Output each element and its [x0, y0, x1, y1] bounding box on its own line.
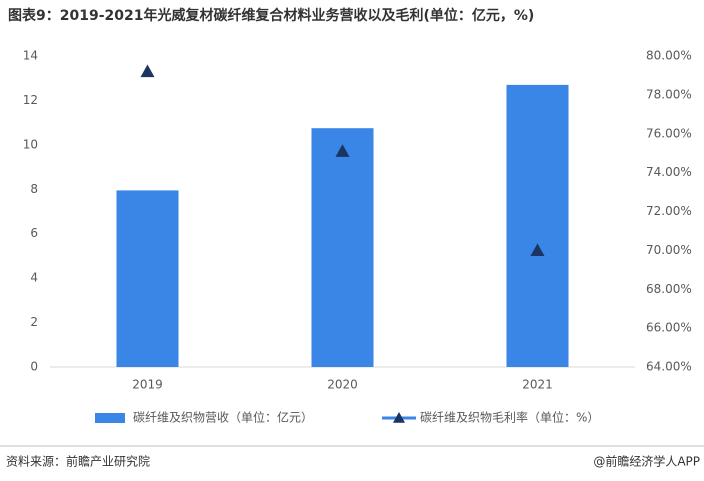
- y2-tick-label: 72.00%: [646, 204, 692, 218]
- y-tick-label: 14: [23, 49, 38, 63]
- credit: @前瞻经济学人APP: [593, 454, 700, 469]
- legend-swatch: [95, 413, 125, 423]
- y-tick-label: 10: [23, 137, 38, 151]
- y-tick-label: 2: [30, 315, 38, 329]
- y-tick-label: 0: [30, 360, 38, 374]
- marker: [140, 64, 155, 78]
- bar: [116, 190, 179, 367]
- legend-label: 碳纤维及织物毛利率（单位：%）: [420, 410, 599, 425]
- y2-tick-label: 68.00%: [646, 282, 692, 296]
- legend-marker: [393, 412, 405, 423]
- y-tick-label: 12: [23, 93, 38, 107]
- y2-tick-label: 80.00%: [646, 49, 692, 63]
- marker: [530, 243, 545, 256]
- y2-tick-label: 64.00%: [646, 360, 692, 374]
- y2-tick-label: 76.00%: [646, 126, 692, 140]
- chart-title: 图表9：2019-2021年光威复材碳纤维复合材料业务营收以及毛利(单位：亿元，…: [8, 7, 534, 24]
- bar: [311, 128, 374, 367]
- y-tick-label: 6: [30, 226, 38, 240]
- bar: [506, 84, 569, 367]
- y-tick-label: 8: [30, 182, 38, 196]
- x-tick-label: 2019: [132, 378, 163, 392]
- x-tick-label: 2021: [522, 378, 553, 392]
- x-tick-label: 2020: [327, 378, 358, 392]
- y-tick-label: 4: [30, 271, 38, 285]
- y2-tick-label: 66.00%: [646, 321, 692, 335]
- y2-tick-label: 70.00%: [646, 243, 692, 257]
- y2-tick-label: 74.00%: [646, 165, 692, 179]
- y2-tick-label: 78.00%: [646, 87, 692, 101]
- marker: [335, 144, 350, 157]
- legend-label: 碳纤维及织物营收（单位：亿元）: [133, 410, 313, 425]
- source: 资料来源：前瞻产业研究院: [6, 454, 150, 469]
